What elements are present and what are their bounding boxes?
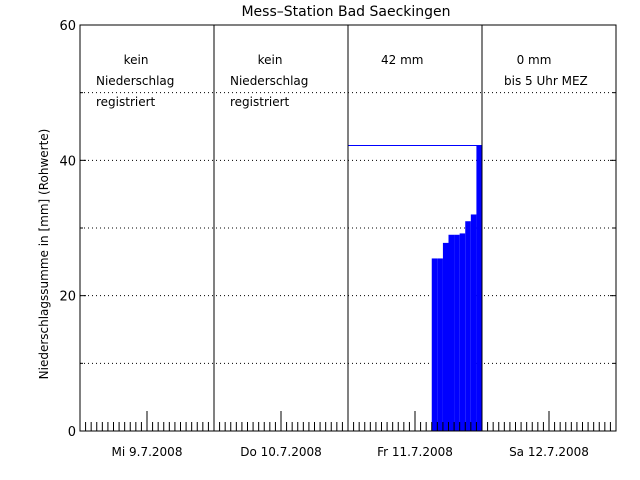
annotation-text: bis 5 Uhr MEZ (504, 74, 588, 88)
bar (454, 234, 460, 431)
bar (431, 258, 438, 431)
annotation-text: kein (258, 53, 283, 67)
annotation-text: kein (124, 53, 149, 67)
y-tick-label: 40 (59, 154, 76, 169)
day-label: Sa 12.7.2008 (509, 445, 589, 459)
annotations: kein Niederschlag registriert kein Niedersch… (96, 53, 588, 109)
chart-title: Mess–Station Bad Saeckingen (241, 4, 450, 20)
annotation-text: 42 mm (381, 53, 423, 67)
annotation-text: registriert (96, 95, 156, 109)
bar (437, 258, 443, 431)
bar (470, 214, 477, 431)
day-label: Fr 11.7.2008 (377, 445, 453, 459)
bar (465, 221, 471, 431)
bar (442, 242, 449, 431)
annotation-text: 0 mm (517, 53, 552, 67)
bar (459, 233, 466, 431)
annotation-text: Niederschlag (96, 74, 174, 88)
y-tick-label: 0 (68, 425, 76, 440)
day-label: Mi 9.7.2008 (112, 445, 183, 459)
x-axis: Mi 9.7.2008 Do 10.7.2008 Fr 11.7.2008 Sa 12… (85, 411, 611, 459)
annotation-text: registriert (230, 95, 290, 109)
bar-series (348, 144, 482, 432)
bar (448, 234, 455, 431)
day-label: Do 10.7.2008 (240, 445, 321, 459)
y-tick-label: 20 (59, 290, 76, 305)
y-tick-label: 60 (59, 19, 76, 34)
day-dividers (213, 25, 483, 431)
annotation-text: Niederschlag (230, 74, 308, 88)
y-axis-label: Niederschlagssumme in [mm] (Rohwerte) (37, 129, 51, 380)
y-axis: 0 20 40 60 (59, 19, 616, 440)
bar (476, 145, 482, 432)
